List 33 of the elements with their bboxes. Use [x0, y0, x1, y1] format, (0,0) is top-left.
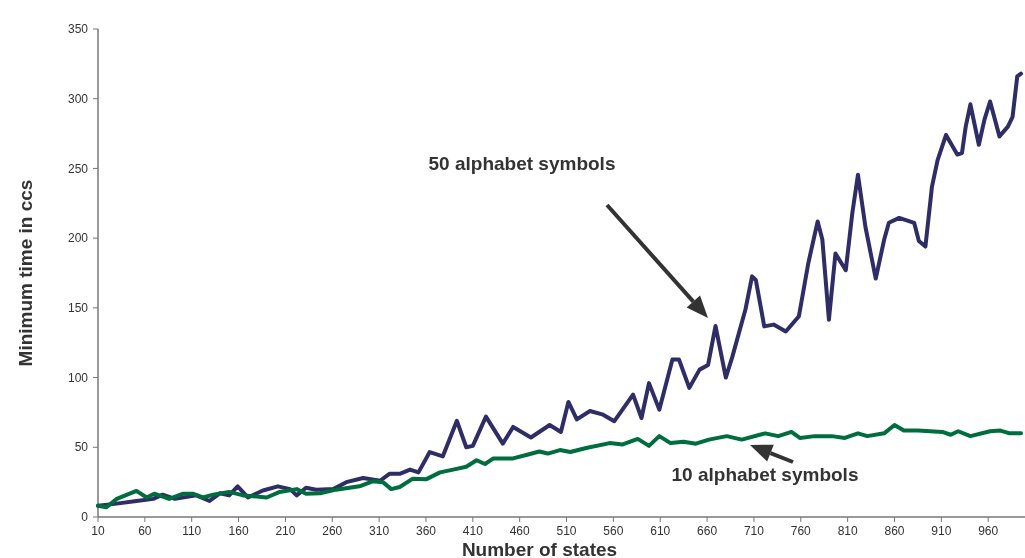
x-tick-label: 610	[650, 524, 671, 538]
x-tick-label: 960	[978, 524, 999, 538]
y-tick-label: 0	[81, 510, 89, 525]
x-tick-label: 910	[931, 524, 952, 538]
x-tick-label: 260	[322, 524, 343, 538]
x-tick-label: 160	[228, 524, 249, 538]
x-tick-label: 460	[509, 524, 531, 538]
x-tick-label: 860	[884, 524, 905, 538]
y-tick-label: 350	[67, 22, 89, 37]
x-axis-title: Number of states	[461, 539, 618, 558]
x-tick-label: 760	[790, 524, 812, 538]
x-tick-label: 410	[462, 524, 484, 538]
x-tick-label: 810	[837, 524, 858, 538]
y-tick-label: 100	[67, 370, 89, 385]
x-tick-label: 360	[415, 524, 437, 538]
y-tick-label: 50	[74, 440, 89, 455]
x-tick-label: 110	[182, 524, 202, 538]
y-tick-label: 250	[67, 161, 89, 176]
x-tick-label: 310	[369, 524, 390, 538]
x-tick-label: 710	[743, 524, 765, 538]
y-tick-label: 200	[67, 231, 89, 246]
x-tick-label: 660	[697, 524, 718, 538]
x-tick-label: 10	[91, 524, 105, 538]
x-tick-label: 560	[603, 524, 624, 538]
annotation: 50 alphabet symbols	[428, 152, 616, 174]
annotation: 10 alphabet symbols	[671, 463, 859, 485]
y-tick-label: 150	[67, 301, 89, 316]
x-tick-label: 210	[275, 524, 296, 538]
line-series	[96, 422, 1023, 510]
y-axis-title: Minimum time in ccs	[15, 179, 36, 367]
x-tick-label: 510	[556, 524, 577, 538]
x-tick-label: 60	[138, 524, 152, 538]
y-tick-label: 300	[67, 91, 89, 106]
